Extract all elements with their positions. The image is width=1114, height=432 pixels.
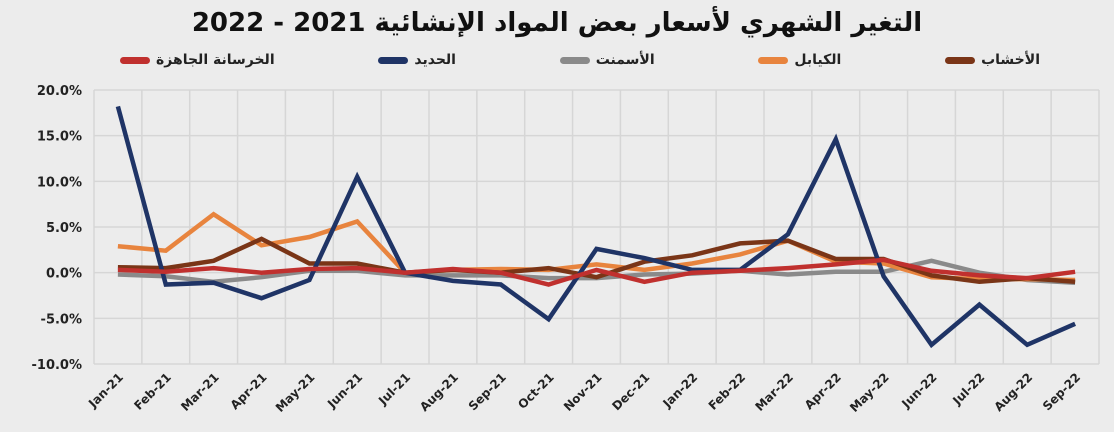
- y-tick-label: -10.0%: [32, 358, 83, 373]
- y-tick-label: 5.0%: [46, 221, 82, 236]
- legend-swatch: [120, 56, 151, 64]
- x-tick-label: Dec-21: [609, 370, 652, 413]
- x-tick-label: Oct-21: [515, 370, 557, 412]
- legend-label: الأسمنت: [595, 52, 655, 68]
- legend-item: الكيابل: [758, 52, 841, 68]
- x-tick-label: Nov-21: [561, 370, 605, 414]
- x-tick-label: Jun-21: [324, 370, 365, 411]
- x-tick-label: Feb-22: [706, 370, 749, 413]
- x-tick-label: May-21: [273, 370, 318, 415]
- y-tick-label: 10.0%: [37, 175, 82, 190]
- legend-item: الأسمنت: [559, 52, 655, 68]
- x-tick-label: Apr-21: [228, 370, 270, 412]
- x-tick-label: Mar-21: [178, 370, 222, 414]
- y-tick-label: -5.0%: [41, 312, 82, 327]
- legend-item: الخرسانة الجاهزة: [120, 52, 275, 68]
- legend-swatch: [945, 56, 976, 64]
- legend-label: الخرسانة الجاهزة: [156, 52, 275, 68]
- x-tick-label: Apr-22: [802, 370, 844, 412]
- y-tick-label: 20.0%: [37, 84, 82, 99]
- x-tick-label: Feb-21: [131, 370, 174, 413]
- x-tick-label: Sep-21: [466, 370, 509, 413]
- legend-item: الحديد: [378, 52, 456, 68]
- series-line-1: [115, 105, 1077, 349]
- x-tick-label: Mar-22: [752, 370, 796, 414]
- legend-label: الكيابل: [794, 52, 842, 68]
- legend: الخرسانة الجاهزة الحديد الأسمنت الكيابل الأخ…: [120, 52, 1040, 68]
- legend-label: الحديد: [414, 52, 456, 68]
- x-tick-label: Jul-21: [375, 370, 413, 408]
- x-tick-label: Aug-21: [417, 370, 461, 414]
- x-tick-label: Sep-22: [1040, 370, 1083, 413]
- x-tick-label: Jul-22: [949, 370, 987, 408]
- y-tick-label: 0.0%: [46, 267, 82, 282]
- legend-item: الأخشاب: [945, 52, 1040, 68]
- x-tick-label: Jun-22: [898, 370, 939, 411]
- legend-swatch: [559, 56, 590, 64]
- legend-swatch: [758, 56, 789, 64]
- legend-label: الأخشاب: [981, 52, 1040, 68]
- legend-swatch: [378, 56, 409, 64]
- x-tick-label: May-22: [847, 370, 892, 415]
- x-tick-label: Jan-22: [659, 370, 700, 411]
- x-tick-label: Aug-22: [991, 370, 1035, 414]
- chart-title: التغير الشهري لأسعار بعض المواد الإنشائي…: [191, 8, 923, 38]
- y-tick-label: 15.0%: [37, 130, 82, 145]
- x-tick-label: Jan-21: [85, 370, 126, 411]
